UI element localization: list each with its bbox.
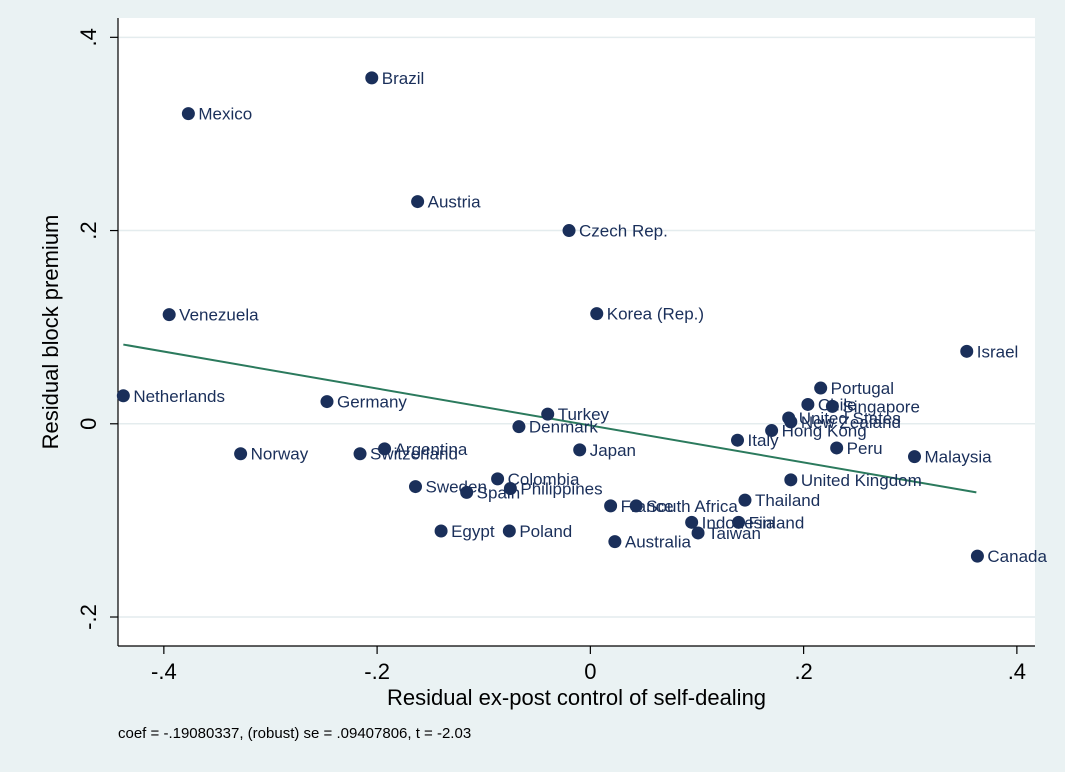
- point-label-philippines: Philippines: [520, 480, 602, 499]
- point-indonesia: [685, 515, 699, 529]
- point-france: [604, 499, 618, 513]
- point-label-finland: Finland: [749, 513, 805, 532]
- x-tick-label: -.4: [151, 659, 177, 684]
- y-tick-label: .2: [76, 221, 101, 239]
- point-label-japan: Japan: [590, 441, 636, 460]
- point-label-spain: Spain: [477, 483, 520, 502]
- point-argentina: [378, 442, 392, 456]
- point-label-taiwan: Taiwan: [708, 524, 761, 543]
- point-singapore: [825, 399, 839, 413]
- point-label-south-africa: South Africa: [646, 497, 738, 516]
- point-label-united-states: United States: [799, 409, 901, 428]
- point-hong-kong: [765, 424, 779, 438]
- point-finland: [732, 515, 746, 529]
- point-label-switzerland: Switzerland: [370, 445, 458, 464]
- point-label-israel: Israel: [977, 342, 1019, 361]
- point-label-new-zealand: New Zealand: [801, 413, 901, 432]
- point-label-australia: Australia: [625, 533, 692, 552]
- point-denmark: [512, 420, 526, 434]
- point-label-singapore: Singapore: [842, 397, 920, 416]
- point-germany: [320, 395, 334, 409]
- x-tick-label: .2: [794, 659, 812, 684]
- y-tick-label: 0: [76, 418, 101, 430]
- point-label-netherlands: Netherlands: [133, 387, 225, 406]
- point-brazil: [365, 71, 379, 85]
- point-colombia: [491, 472, 505, 486]
- point-label-germany: Germany: [337, 393, 407, 412]
- point-israel: [960, 344, 974, 358]
- point-label-mexico: Mexico: [198, 105, 252, 124]
- point-austria: [411, 195, 425, 209]
- plot-area: [118, 18, 1035, 646]
- point-poland: [502, 524, 516, 538]
- point-new-zealand: [784, 415, 798, 429]
- point-australia: [608, 535, 622, 549]
- point-label-korea-rep: Korea (Rep.): [607, 305, 704, 324]
- point-portugal: [814, 381, 828, 395]
- point-label-argentina: Argentina: [395, 440, 468, 459]
- point-thailand: [738, 493, 752, 507]
- points-layer: Brazil Mexico Austria Czech Rep. Venezuela Ko…: [116, 69, 1048, 566]
- point-label-brazil: Brazil: [382, 69, 425, 88]
- point-label-turkey: Turkey: [558, 405, 610, 424]
- point-label-colombia: Colombia: [508, 470, 580, 489]
- point-czech-rep: [562, 224, 576, 238]
- point-turkey: [541, 407, 555, 421]
- point-south-africa: [629, 499, 643, 513]
- point-switzerland: [353, 447, 367, 461]
- point-italy: [731, 433, 745, 447]
- point-japan: [573, 443, 587, 457]
- y-axis-label: Residual block premium: [38, 215, 63, 450]
- x-axis-label: Residual ex-post control of self-dealing: [387, 685, 766, 710]
- point-philippines: [503, 482, 517, 496]
- point-venezuela: [162, 308, 176, 322]
- y-tick-label: .4: [76, 28, 101, 46]
- point-taiwan: [691, 526, 705, 540]
- point-label-portugal: Portugal: [831, 379, 894, 398]
- x-tick-label: 0: [584, 659, 596, 684]
- point-label-denmark: Denmark: [529, 418, 598, 437]
- point-label-thailand: Thailand: [755, 491, 820, 510]
- point-netherlands: [116, 389, 130, 403]
- point-sweden: [408, 480, 422, 494]
- point-label-italy: Italy: [748, 431, 780, 450]
- point-label-poland: Poland: [519, 522, 572, 541]
- point-label-peru: Peru: [847, 439, 883, 458]
- point-label-hong-kong: Hong Kong: [782, 422, 867, 441]
- point-label-venezuela: Venezuela: [179, 306, 259, 325]
- point-korea-rep: [590, 307, 604, 321]
- point-malaysia: [908, 450, 922, 464]
- point-egypt: [434, 524, 448, 538]
- point-label-czech-rep: Czech Rep.: [579, 222, 668, 241]
- point-chile: [801, 397, 815, 411]
- axes: -.2 0 .2 .4 -.4 -.2 0 .2 .4: [76, 18, 1035, 684]
- x-tick-label: .4: [1008, 659, 1026, 684]
- point-mexico: [181, 107, 195, 121]
- point-label-norway: Norway: [251, 445, 309, 464]
- point-label-malaysia: Malaysia: [925, 448, 993, 467]
- y-tick-label: -.2: [76, 604, 101, 630]
- point-label-united-kingdom: United Kingdom: [801, 471, 922, 490]
- point-peru: [830, 441, 844, 455]
- point-spain: [460, 485, 474, 499]
- x-tick-label: -.2: [364, 659, 390, 684]
- point-norway: [234, 447, 248, 461]
- regression-note: coef = -.19080337, (robust) se = .094078…: [118, 725, 471, 742]
- point-canada: [970, 549, 984, 563]
- point-label-austria: Austria: [428, 193, 481, 212]
- point-united-kingdom: [784, 473, 798, 487]
- point-label-egypt: Egypt: [451, 522, 495, 541]
- point-label-canada: Canada: [987, 547, 1047, 566]
